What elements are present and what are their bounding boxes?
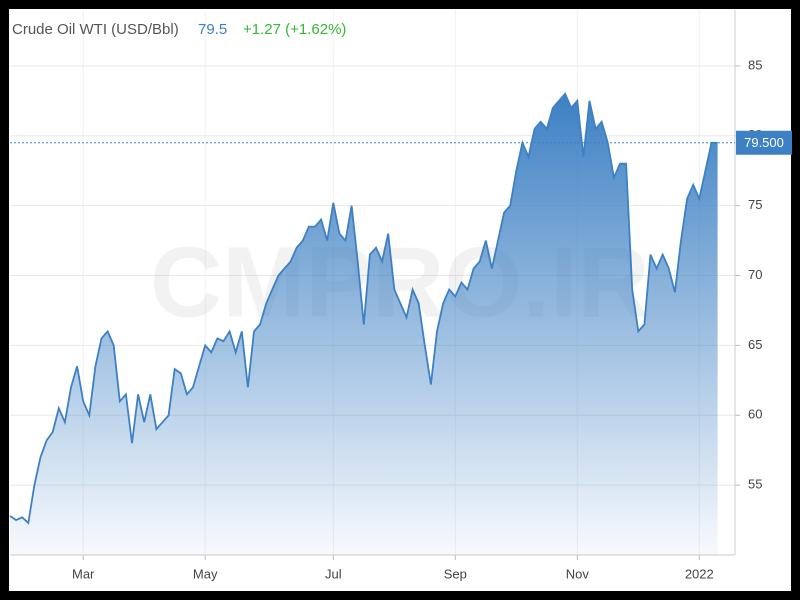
y-tick-label: 55 (748, 477, 762, 492)
x-tick-label: Jul (325, 566, 342, 581)
price-tag (736, 130, 792, 155)
line (9, 92, 718, 525)
price-tag-label: 79.500 (744, 135, 784, 150)
chart-title: Crude Oil WTI (USD/Bbl) (12, 21, 179, 38)
x-tick-label: Nov (566, 566, 590, 581)
y-tick-label: 70 (748, 267, 762, 282)
y-tick-label: 85 (748, 57, 762, 72)
y-tick-label: 60 (748, 407, 762, 422)
x-tick-label: Mar (72, 566, 95, 581)
y-tick-label: 65 (748, 337, 762, 352)
last-price: 79.5 (198, 21, 227, 38)
y-tick-label: 75 (748, 197, 762, 212)
x-tick-label: May (193, 566, 218, 581)
x-tick-label: 2022 (685, 566, 714, 581)
plot (9, 92, 718, 556)
price-change: +1.27 (+1.62%) (243, 21, 346, 38)
x-tick-label: Sep (444, 566, 467, 581)
